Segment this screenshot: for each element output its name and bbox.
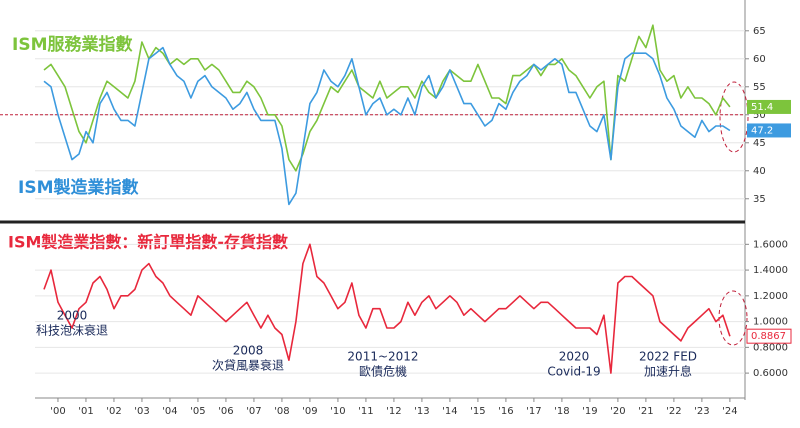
x-tick-label: '20 (610, 406, 625, 417)
x-tick-label: '11 (358, 406, 373, 417)
x-tick-label: '15 (470, 406, 485, 417)
y-tick-label: 1.0000 (753, 317, 788, 328)
annotation: 科技泡沫衰退 (36, 323, 108, 338)
manufacturing-title: ISM製造業指數 (18, 177, 139, 198)
x-tick-label: '08 (274, 406, 289, 417)
x-tick-label: '17 (526, 406, 541, 417)
x-tick-label: '05 (190, 406, 205, 417)
y-tick-label: 65 (753, 26, 766, 37)
annotation: 2000 (57, 309, 88, 323)
annotation: Covid-19 (547, 365, 600, 379)
annotation: 2020 (559, 350, 590, 364)
series-line (43, 243, 731, 374)
annotation: 2011~2012 (347, 350, 418, 364)
last-value-tag (747, 99, 791, 114)
x-tick-label: '02 (106, 406, 121, 417)
annotation: 加速升息 (644, 364, 692, 379)
x-tick-label: '14 (442, 406, 457, 417)
x-tick-label: '04 (162, 406, 177, 417)
x-tick-label: '23 (694, 406, 709, 417)
y-tick-label: 45 (753, 138, 766, 149)
x-tick-label: '03 (134, 406, 149, 417)
last-value-label: 47.2 (751, 125, 773, 136)
services-title: ISM服務業指數 (12, 34, 133, 55)
y-tick-label: 0.6000 (753, 368, 788, 379)
y-tick-label: 55 (753, 82, 766, 93)
x-tick-label: '24 (722, 406, 737, 417)
x-tick-label: '16 (498, 406, 513, 417)
x-tick-label: '10 (330, 406, 345, 417)
ratio-title: ISM製造業指數：新訂單指數-存貨指數 (8, 233, 288, 252)
x-tick-label: '22 (666, 406, 681, 417)
y-tick-label: 1.6000 (753, 239, 788, 250)
y-tick-label: 40 (753, 166, 766, 177)
y-tick-label: 0.8000 (753, 342, 788, 353)
annotation: 2008 (233, 344, 264, 358)
x-tick-label: '00 (50, 406, 65, 417)
annotation: 2022 FED (639, 350, 697, 364)
y-tick-label: 50 (753, 110, 766, 121)
annotation: 次貸風暴衰退 (212, 358, 284, 373)
x-tick-label: '19 (582, 406, 597, 417)
y-tick-label: 1.4000 (753, 265, 788, 276)
x-tick-label: '12 (386, 406, 401, 417)
x-tick-label: '09 (302, 406, 317, 417)
y-tick-label: 1.2000 (753, 291, 788, 302)
x-tick-label: '13 (414, 406, 429, 417)
y-tick-label: 60 (753, 54, 766, 65)
x-tick-label: '06 (218, 406, 233, 417)
last-value-label: 51.4 (751, 102, 773, 113)
last-value-tag (746, 328, 792, 344)
y-tick-label: 35 (753, 194, 766, 205)
last-value-tag (747, 123, 791, 138)
series-line (43, 46, 731, 206)
x-tick-label: '18 (554, 406, 569, 417)
x-tick-label: '01 (78, 406, 93, 417)
x-tick-label: '21 (638, 406, 653, 417)
highlight-ellipse (719, 81, 749, 153)
annotation: 歐債危機 (359, 364, 407, 379)
x-tick-label: '07 (246, 406, 261, 417)
last-value-label: 0.8867 (751, 331, 786, 342)
